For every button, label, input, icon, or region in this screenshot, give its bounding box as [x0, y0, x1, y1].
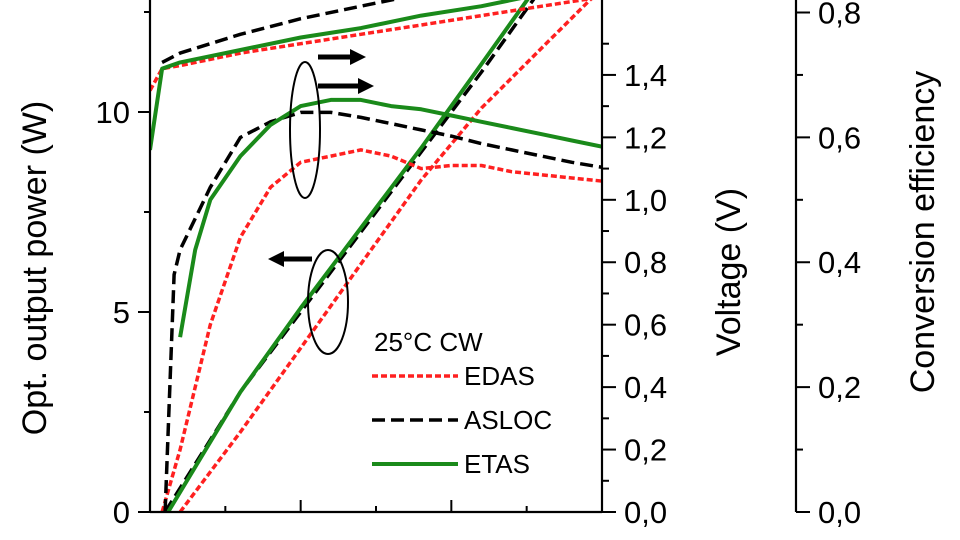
- legend-label-asloc: ASLOC: [464, 405, 552, 435]
- voltage-axis-tick-label: 0,2: [624, 433, 667, 468]
- efficiency-axis-tick-label: 0,6: [818, 120, 861, 155]
- axes-layer: 0 5 10 0,0 0,2 0,4 0,6 0,8 1,0 1,2 1,4 0,0 0,2 0,4 0,6…: [16, 0, 942, 530]
- voltage-axis-tick-label: 1,4: [624, 58, 667, 93]
- annotation-ellipse-right: [289, 61, 321, 199]
- efficiency-axis-tick-label: 0,2: [818, 370, 861, 405]
- left-axis-tick-label: 0: [113, 495, 130, 530]
- series-line-edas-voltage: [150, 0, 594, 92]
- efficiency-axis-tick-label: 0,0: [818, 495, 861, 530]
- legend-title: 25°C CW: [374, 327, 483, 357]
- voltage-axis-tick-label: 0,4: [624, 370, 667, 405]
- legend-label-etas: ETAS: [464, 449, 530, 479]
- voltage-axis-tick-label: 1,2: [624, 120, 667, 155]
- series-line-etas-power: [166, 0, 530, 512]
- voltage-axis-tick-label: 0,0: [624, 495, 667, 530]
- voltage-axis-tick-label: 0,6: [624, 308, 667, 343]
- series-line-etas-voltage: [150, 0, 522, 151]
- left-axis-tick-label: 5: [113, 295, 130, 330]
- voltage-axis-tick-label: 0,8: [624, 245, 667, 280]
- efficiency-axis-tick-label: 0,8: [818, 0, 861, 30]
- efficiency-axis-tick-label: 0,4: [818, 245, 861, 280]
- series-line-edas-efficiency: [160, 148, 602, 512]
- left-axis-title: Opt. output power (W): [16, 101, 54, 435]
- series-line-asloc-voltage: [161, 0, 400, 64]
- legend-label-edas: EDAS: [464, 361, 535, 391]
- left-axis-tick-label: 10: [96, 95, 130, 130]
- legend: 25°C CW EDAS ASLOC ETAS: [372, 327, 552, 479]
- annotation-ellipse-left: [307, 249, 349, 355]
- voltage-axis-tick-label: 1,0: [624, 183, 667, 218]
- voltage-axis-title: Voltage (V): [710, 188, 748, 356]
- series-line-edas-power: [178, 0, 593, 512]
- series-line-asloc-efficiency: [163, 110, 602, 512]
- series-line-asloc-power: [163, 0, 536, 512]
- series-line-etas-efficiency: [178, 97, 602, 338]
- series-layer: [150, 0, 602, 512]
- efficiency-axis-title: Conversion efficiency: [904, 71, 942, 394]
- annotation-layer: [267, 48, 375, 355]
